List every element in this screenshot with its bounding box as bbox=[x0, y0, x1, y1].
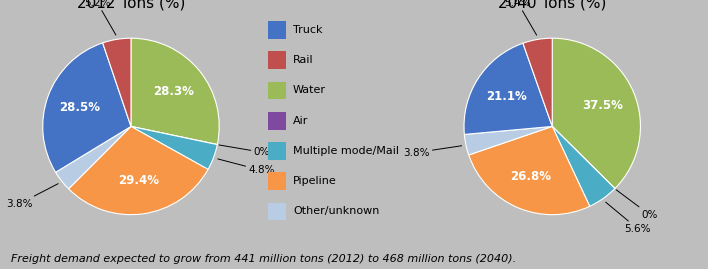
Bar bbox=[268, 82, 286, 99]
Bar bbox=[268, 172, 286, 190]
Text: 5.2%: 5.2% bbox=[84, 0, 116, 35]
Text: Other/unknown: Other/unknown bbox=[293, 207, 379, 217]
Text: 5.4%: 5.4% bbox=[505, 0, 537, 35]
Wedge shape bbox=[552, 38, 641, 189]
Text: 29.4%: 29.4% bbox=[118, 174, 159, 187]
Title: 2012 Tons (%): 2012 Tons (%) bbox=[76, 0, 185, 11]
Wedge shape bbox=[469, 126, 590, 215]
Text: 0%: 0% bbox=[616, 190, 658, 220]
Text: 21.1%: 21.1% bbox=[486, 90, 527, 103]
Text: 37.5%: 37.5% bbox=[582, 99, 623, 112]
Text: 26.8%: 26.8% bbox=[510, 170, 552, 183]
Wedge shape bbox=[552, 126, 615, 206]
Bar bbox=[268, 51, 286, 69]
Bar bbox=[268, 21, 286, 39]
Wedge shape bbox=[552, 126, 615, 189]
Wedge shape bbox=[464, 43, 552, 134]
Title: 2040 Tons (%): 2040 Tons (%) bbox=[498, 0, 607, 11]
Wedge shape bbox=[56, 126, 131, 189]
Text: Pipeline: Pipeline bbox=[293, 176, 337, 186]
Wedge shape bbox=[131, 126, 217, 145]
Bar bbox=[268, 142, 286, 160]
Text: 4.8%: 4.8% bbox=[218, 159, 275, 175]
Text: 28.3%: 28.3% bbox=[153, 86, 194, 98]
Bar bbox=[268, 203, 286, 221]
Text: Freight demand expected to grow from 441 million tons (2012) to 468 million tons: Freight demand expected to grow from 441… bbox=[11, 254, 515, 264]
Wedge shape bbox=[131, 126, 217, 169]
Wedge shape bbox=[523, 38, 552, 126]
Text: 3.8%: 3.8% bbox=[403, 146, 462, 158]
Text: 3.8%: 3.8% bbox=[6, 184, 58, 209]
Text: 0%: 0% bbox=[219, 145, 270, 157]
Bar bbox=[268, 112, 286, 130]
Wedge shape bbox=[103, 38, 131, 126]
Text: Multiple mode/Mail: Multiple mode/Mail bbox=[293, 146, 399, 156]
Wedge shape bbox=[464, 126, 552, 155]
Wedge shape bbox=[42, 43, 131, 172]
Wedge shape bbox=[69, 126, 208, 215]
Text: 5.6%: 5.6% bbox=[605, 202, 651, 234]
Wedge shape bbox=[131, 38, 219, 145]
Text: Truck: Truck bbox=[293, 25, 323, 35]
Text: Rail: Rail bbox=[293, 55, 314, 65]
Text: Air: Air bbox=[293, 116, 309, 126]
Text: Water: Water bbox=[293, 85, 326, 95]
Text: 28.5%: 28.5% bbox=[59, 101, 100, 114]
